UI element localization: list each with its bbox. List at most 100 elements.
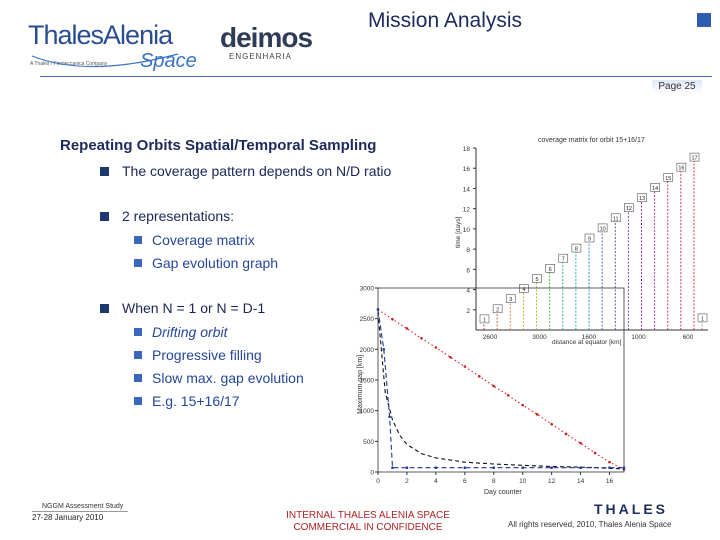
x-tick-label: 1000 xyxy=(631,334,646,341)
coverage-point-label: 5 xyxy=(535,277,538,283)
gap-series-point xyxy=(550,422,553,426)
coverage-box xyxy=(519,284,529,293)
coverage-point-label: 8 xyxy=(575,247,578,253)
gap-series-point xyxy=(405,466,409,470)
tas-logo-wordmark: ThalesAlenia xyxy=(28,20,173,50)
sub-bullet-square-icon xyxy=(134,328,142,336)
x-tick-label: 2 xyxy=(405,478,409,485)
gap-series-point xyxy=(506,394,510,397)
gap-series-point xyxy=(434,346,438,349)
x-tick-label: 8 xyxy=(492,478,496,485)
coverage-point-label: 2 xyxy=(496,307,499,313)
y-tick-label: 0 xyxy=(370,470,374,477)
header-divider xyxy=(40,76,712,77)
coverage-box xyxy=(689,152,700,162)
gap-series-point xyxy=(579,466,582,470)
gap-series-point xyxy=(608,460,611,464)
coverage-box xyxy=(610,213,621,223)
gap-series-point xyxy=(434,466,438,470)
bullet-text: The coverage pattern depends on N/D rati… xyxy=(122,163,392,179)
accent-square xyxy=(697,13,711,27)
coverage-point-label: 1 xyxy=(701,316,704,322)
y-tick-label: 8 xyxy=(466,247,470,254)
tas-swoosh-icon xyxy=(31,53,179,68)
coverage-point-label: 4 xyxy=(522,287,525,293)
coverage-point-label: 10 xyxy=(600,226,606,232)
y-axis-label: Maximum gap [km] xyxy=(357,355,364,414)
gap-series-point xyxy=(535,413,539,416)
gap-series-line xyxy=(377,312,625,470)
coverage-box xyxy=(505,294,516,303)
gap-series-point xyxy=(382,348,386,351)
coverage-point-label: 13 xyxy=(639,196,645,202)
sub-bullet-square-icon xyxy=(134,397,142,405)
coverage-point-label: 3 xyxy=(509,297,512,303)
coverage-point-label: 16 xyxy=(678,166,684,172)
y-tick-label: 2 xyxy=(466,308,470,315)
deimos-logo-wordmark: deimos xyxy=(220,22,313,53)
coverage-point-label: 15 xyxy=(665,176,671,182)
sub-bullet-text: Slow max. gap evolution xyxy=(152,370,304,386)
coverage-box xyxy=(697,313,708,323)
x-tick-label: 0 xyxy=(376,478,380,485)
rights-notice: All rights reserved, 2010, Thales Alenia… xyxy=(508,520,672,529)
page-number: Page 25 xyxy=(652,80,702,94)
slide-title: Repeating Orbits Spatial/Temporal Sampli… xyxy=(60,137,377,154)
tas-logo-tagline: A Thales / Finmeccanica Company xyxy=(30,61,108,67)
coverage-point-label: 9 xyxy=(588,237,591,243)
gap-series-line xyxy=(377,309,625,470)
coverage-point-label: 6 xyxy=(549,267,552,273)
coverage-point-label: 17 xyxy=(691,156,697,162)
x-tick-label: 600 xyxy=(683,334,694,341)
gap-series-point xyxy=(391,466,394,470)
plot-frame xyxy=(377,287,625,473)
x-tick-label: 12 xyxy=(548,478,556,485)
y-tick-label: 1000 xyxy=(360,408,375,415)
x-axis-label: distance at equator [km] xyxy=(552,339,622,346)
sub-bullet-square-icon xyxy=(134,351,142,359)
x-tick-label: 1600 xyxy=(582,334,597,341)
gap-series-line xyxy=(377,309,624,469)
confidentiality-line-1: INTERNAL THALES ALENIA SPACE xyxy=(286,510,450,521)
coverage-box xyxy=(532,274,542,283)
sub-bullet-square-icon xyxy=(134,236,142,244)
gap-series-point xyxy=(463,466,467,470)
coverage-box xyxy=(637,193,647,202)
coverage-box xyxy=(571,243,582,253)
coverage-point-label: 11 xyxy=(613,216,619,222)
y-tick-label: 18 xyxy=(463,146,471,153)
gap-series-point xyxy=(521,466,525,470)
tas-logo-space: Space xyxy=(140,50,197,72)
gap-series-point xyxy=(492,384,496,388)
bullet-square-icon xyxy=(100,304,109,313)
gap-series-point xyxy=(564,432,568,436)
gap-series-point xyxy=(391,317,394,321)
chart-title: coverage matrix for orbit 15+16/17 xyxy=(538,137,645,144)
bullet-square-icon xyxy=(100,212,109,221)
confidentiality-line-2: COMMERCIAL IN CONFIDENCE xyxy=(293,522,443,533)
thales-logo: THALES xyxy=(594,501,668,517)
x-tick-label: 14 xyxy=(577,478,585,485)
x-tick-label: 3000 xyxy=(532,334,547,341)
y-tick-label: 14 xyxy=(463,186,471,193)
coverage-box xyxy=(676,162,687,172)
x-tick-label: 2600 xyxy=(483,334,498,341)
coverage-box xyxy=(624,203,634,212)
y-tick-label: 3000 xyxy=(360,286,375,293)
x-axis-label: Day counter xyxy=(484,489,522,496)
gap-series-point xyxy=(376,308,380,311)
gap-series-point xyxy=(622,466,626,470)
deimos-logo: deimos ENGENHARIA xyxy=(220,22,320,66)
gap-series-point xyxy=(420,336,423,340)
y-tick-label: 16 xyxy=(463,166,471,173)
coverage-box xyxy=(584,233,595,243)
gap-series-point xyxy=(449,356,452,359)
gap-series-point xyxy=(550,466,553,470)
sub-bullet-square-icon xyxy=(134,374,142,382)
gap-series-point xyxy=(405,327,409,330)
gap-series-point xyxy=(579,441,582,445)
coverage-box xyxy=(558,253,569,263)
x-tick-label: 6 xyxy=(463,478,467,485)
